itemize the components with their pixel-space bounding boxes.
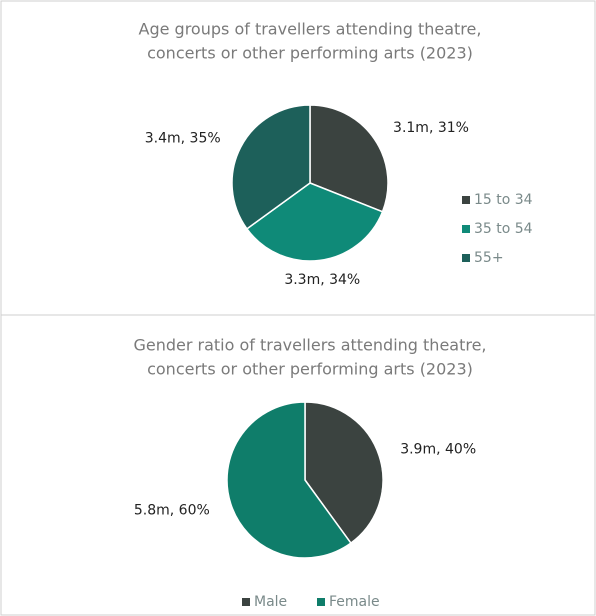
data-label: 3.9m, 40% [400,442,476,458]
data-label: 3.3m, 34% [284,272,360,288]
data-label: 3.1m, 31% [393,120,469,136]
pie-slice [304,401,384,545]
chart-title: concerts or other performing arts (2023) [147,360,473,379]
data-label: 3.4m, 35% [145,131,221,147]
pie-slice [245,182,384,262]
legend-label: Male [254,594,287,610]
chart-title: Gender ratio of travellers attending the… [133,336,486,355]
legend-label: 55+ [474,250,504,266]
legend-label: 35 to 54 [474,221,533,237]
legend-label: Female [329,594,380,610]
legend-swatch [242,598,250,606]
legend-label: 15 to 34 [474,192,533,208]
pie-slice [226,401,352,559]
data-label: 5.8m, 60% [134,502,210,518]
legend-swatch [462,254,470,262]
panel-border [0,314,596,616]
chart-title: Age groups of travellers attending theat… [139,20,482,39]
pie-slice [231,104,311,230]
legend-swatch [317,598,325,606]
pie-slice [309,104,389,213]
legend-swatch [462,196,470,204]
legend-swatch [462,225,470,233]
chart-title: concerts or other performing arts (2023) [147,44,473,63]
